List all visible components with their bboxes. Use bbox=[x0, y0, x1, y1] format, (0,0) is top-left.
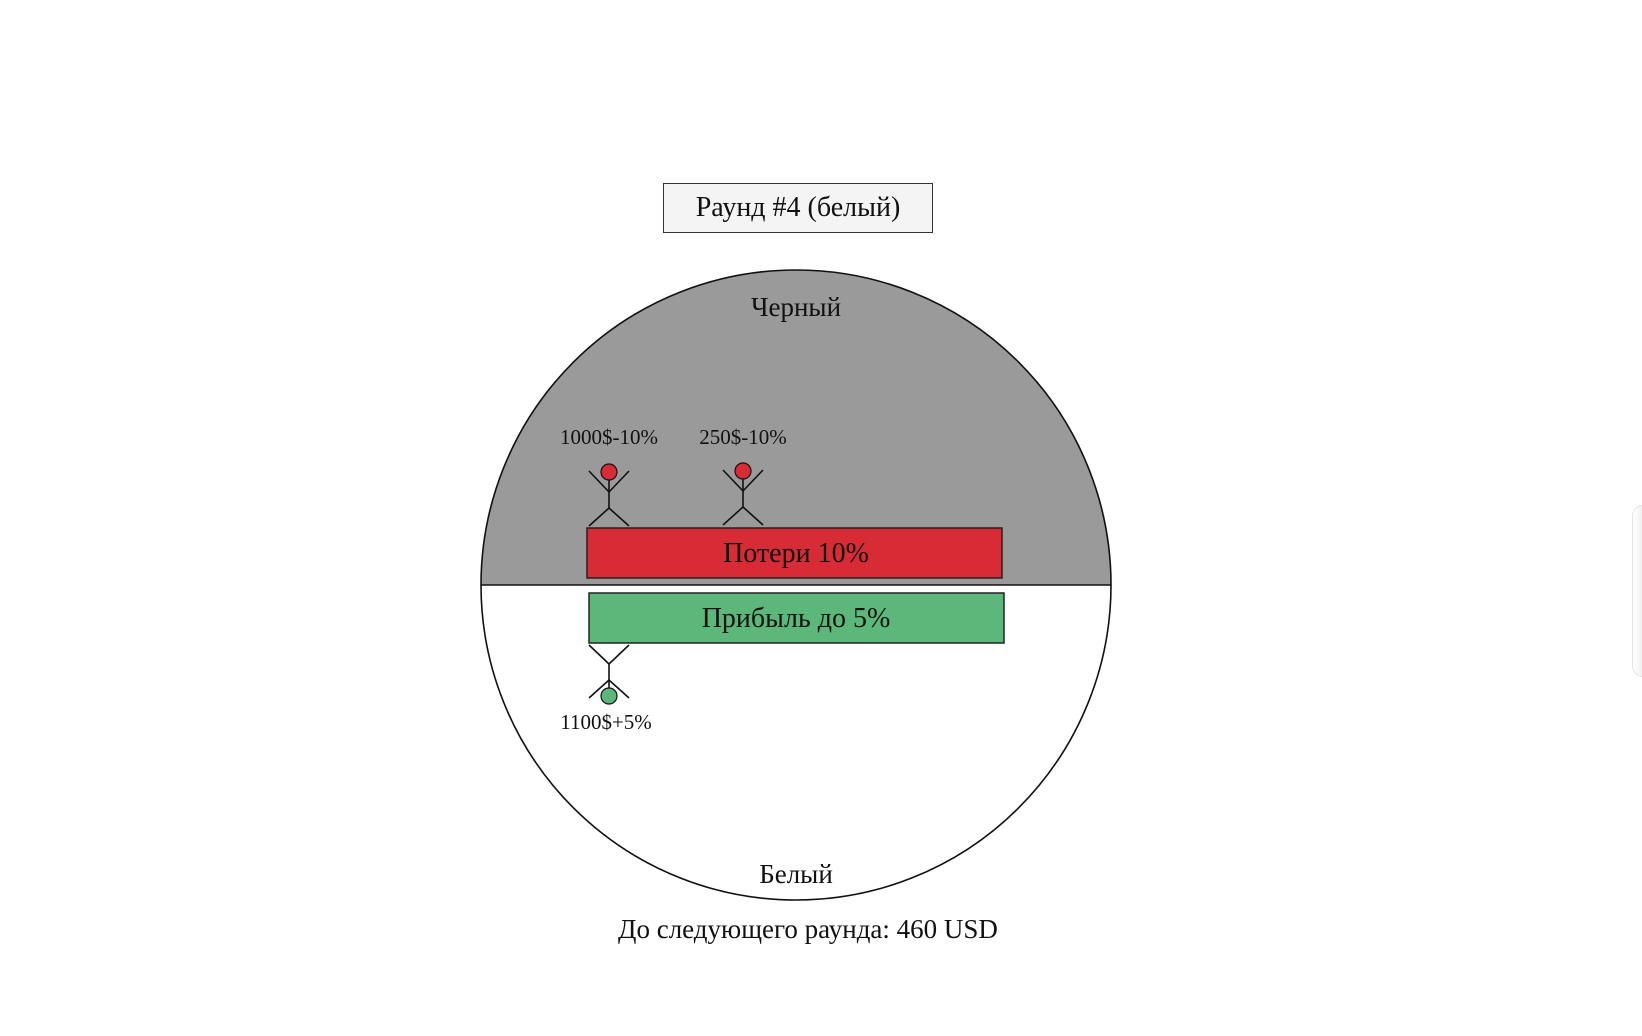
round-title-text: Раунд #4 (белый) bbox=[695, 192, 901, 223]
player-arm-right bbox=[608, 679, 630, 699]
player-leg-left bbox=[588, 644, 610, 665]
player-arm-right bbox=[742, 469, 764, 492]
player-figure-white-1: 1100$+5% bbox=[560, 644, 652, 734]
black-side-label: Черный bbox=[751, 292, 841, 322]
black-half bbox=[481, 270, 1111, 585]
loss-bar-label: Потери 10% bbox=[723, 538, 869, 569]
player-leg-right bbox=[608, 644, 630, 665]
player-figure-black-2: 250$-10% bbox=[699, 425, 787, 526]
player-arm-left bbox=[722, 469, 744, 492]
player-arm-right bbox=[608, 470, 630, 493]
player-head-icon bbox=[734, 462, 752, 480]
player-leg-left bbox=[588, 507, 610, 527]
white-half bbox=[481, 585, 1111, 900]
profit-bar-label: Прибыль до 5% bbox=[702, 603, 891, 634]
side-handle[interactable] bbox=[1632, 505, 1642, 677]
player-stake-label: 1100$+5% bbox=[560, 710, 652, 734]
profit-bar bbox=[588, 592, 1005, 644]
player-arm-left bbox=[588, 679, 610, 699]
player-stake-label: 250$-10% bbox=[699, 425, 787, 449]
player-head-icon bbox=[600, 687, 618, 705]
player-leg-left bbox=[722, 506, 744, 526]
player-leg-right bbox=[742, 506, 764, 526]
next-round-countdown: До следующего раунда: 460 USD bbox=[618, 914, 998, 944]
player-leg-right bbox=[608, 507, 630, 527]
player-figure-black-1: 1000$-10% bbox=[560, 425, 658, 527]
player-arm-left bbox=[588, 470, 610, 493]
round-title: Раунд #4 (белый) bbox=[663, 183, 933, 233]
player-stake-label: 1000$-10% bbox=[560, 425, 658, 449]
white-side-label: Белый bbox=[759, 859, 833, 889]
loss-bar bbox=[586, 527, 1003, 579]
player-head-icon bbox=[600, 463, 618, 481]
